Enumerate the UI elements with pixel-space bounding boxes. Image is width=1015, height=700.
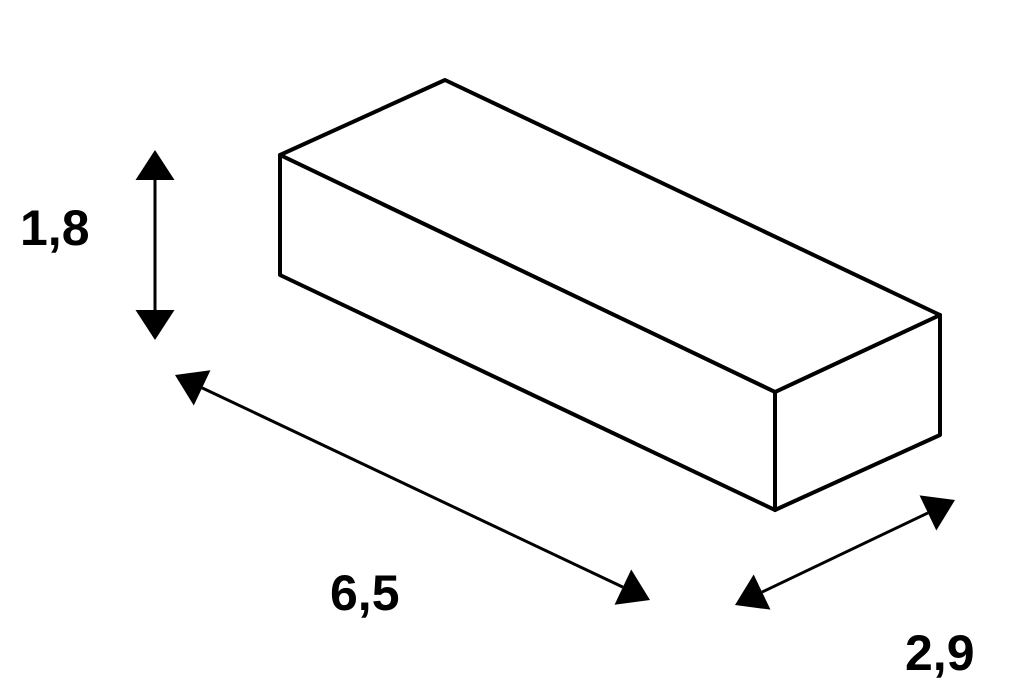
dimension-label-height: 1,8 (20, 200, 90, 256)
dimension-line-width (735, 495, 955, 609)
dimension-line-height (136, 150, 175, 340)
cuboid-box (280, 80, 940, 510)
dimension-label-width: 2,9 (905, 625, 975, 681)
dimension-label-length: 6,5 (330, 565, 400, 621)
